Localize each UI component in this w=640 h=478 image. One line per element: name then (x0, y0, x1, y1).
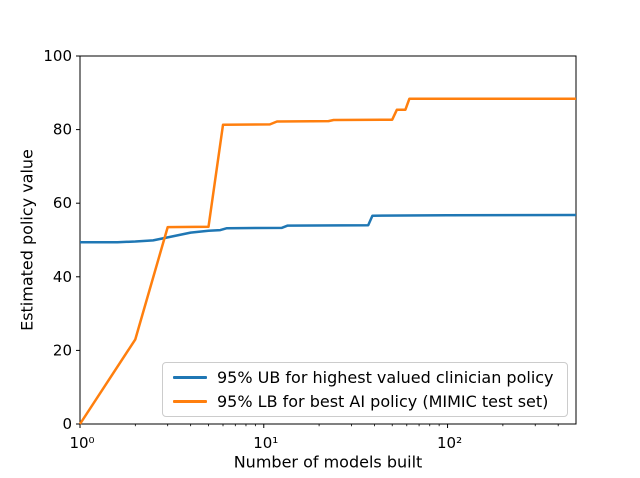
x-tick-label: 10² (437, 434, 462, 452)
legend-line-sample-orange (173, 399, 207, 403)
y-tick-label: 0 (62, 415, 72, 433)
y-tick-label: 60 (53, 194, 72, 212)
legend: 95% UB for highest valued clinician poli… (162, 362, 568, 417)
legend-item-clinician-ub: 95% UB for highest valued clinician poli… (169, 366, 561, 390)
series-line-0 (80, 213, 577, 244)
x-tick-label: 10¹ (253, 434, 278, 452)
y-tick-label: 100 (43, 47, 72, 65)
legend-line-sample-blue (173, 376, 207, 380)
y-tick-label: 40 (53, 268, 72, 286)
series-line-1 (78, 97, 576, 425)
legend-label-ai-lb: 95% LB for best AI policy (MIMIC test se… (217, 391, 549, 411)
y-tick-label: 20 (53, 341, 72, 359)
x-tick-label: 10⁰ (69, 434, 94, 452)
axes-spines (79, 55, 577, 425)
legend-item-ai-lb: 95% LB for best AI policy (MIMIC test se… (169, 390, 561, 414)
y-axis-title: Estimated policy value (17, 149, 37, 331)
x-axis-title: Number of models built (233, 452, 423, 472)
legend-label-clinician-ub: 95% UB for highest valued clinician poli… (217, 368, 554, 388)
y-tick-label: 80 (53, 121, 72, 139)
